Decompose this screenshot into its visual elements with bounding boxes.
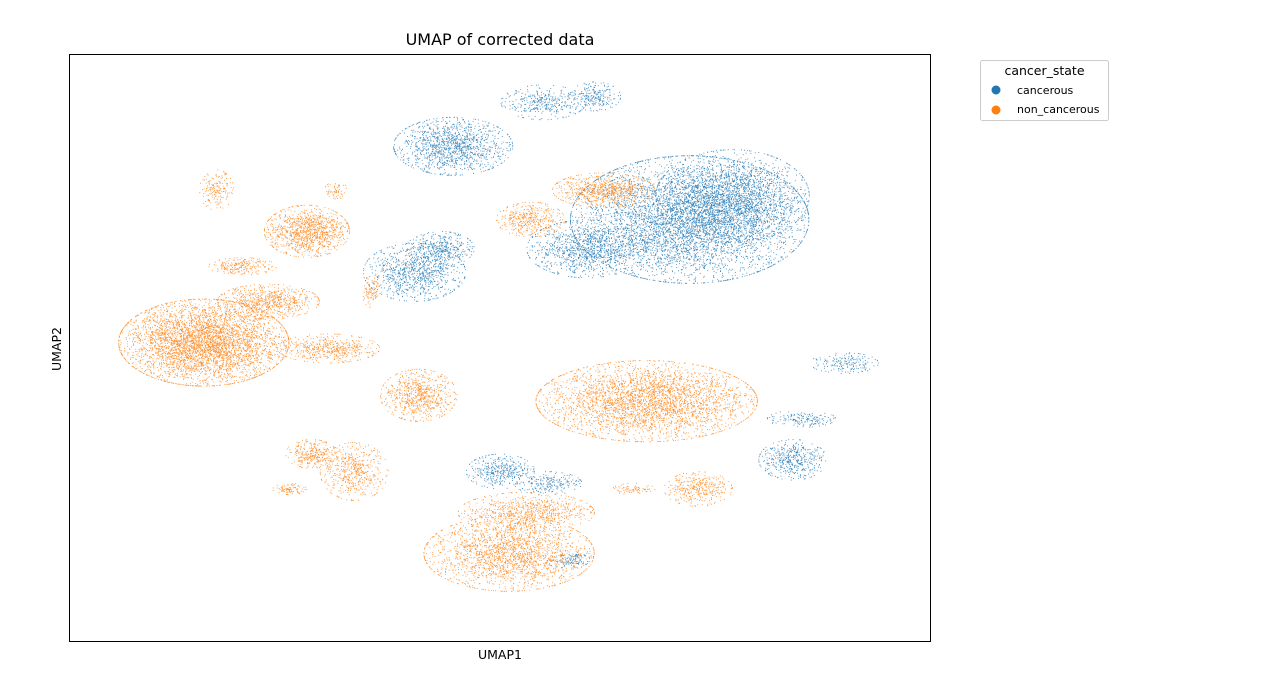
legend-label-non-cancerous: non_cancerous [1017,103,1100,116]
point-cluster-non_cancerous-4 [208,257,277,276]
point-cluster-cancerous-11 [466,453,535,489]
legend-title: cancer_state [1004,63,1084,78]
legend: cancer_state cancerous non_cancerous [980,60,1109,121]
point-cluster-non_cancerous-15 [664,471,733,507]
scatter-points [118,81,879,592]
point-cluster-cancerous-6 [500,84,587,121]
point-cluster-non_cancerous-2 [216,283,320,320]
point-cluster-cancerous-3 [363,242,466,302]
point-cluster-non_cancerous-16 [613,482,656,495]
point-cluster-non_cancerous-17 [325,183,347,200]
point-cluster-non_cancerous-14 [457,491,595,534]
point-cluster-cancerous-4 [406,231,475,267]
point-cluster-non_cancerous-6 [380,368,458,422]
y-axis-label: UMAP2 [49,327,64,371]
legend-marker-cancerous [991,85,1001,95]
legend-marker-non-cancerous [991,105,1001,115]
point-cluster-cancerous-12 [513,471,582,495]
point-cluster-cancerous-0 [570,155,810,284]
point-cluster-non_cancerous-18 [362,273,382,308]
point-cluster-non_cancerous-8 [552,172,655,209]
point-cluster-cancerous-1 [655,149,810,243]
legend-box [980,60,1109,121]
chart-title: UMAP of corrected data [406,30,595,49]
point-cluster-non_cancerous-11 [319,442,389,501]
point-cluster-non_cancerous-9 [496,201,565,237]
point-cluster-cancerous-8 [813,352,879,374]
legend-label-cancerous: cancerous [1017,84,1074,97]
point-cluster-non_cancerous-1 [263,204,350,258]
point-cluster-cancerous-9 [758,439,827,481]
series-non_cancerous [118,169,758,592]
point-cluster-non_cancerous-3 [277,333,380,364]
point-cluster-non_cancerous-13 [423,515,595,592]
x-axis-label: UMAP1 [478,647,522,662]
point-cluster-non_cancerous-5 [199,169,234,210]
point-cluster-non_cancerous-7 [535,360,758,443]
point-cluster-non_cancerous-10 [285,439,338,469]
plot-frame [69,54,931,642]
point-cluster-cancerous-7 [569,81,621,112]
point-cluster-non_cancerous-12 [272,483,308,496]
point-cluster-cancerous-10 [766,411,836,428]
series-cancerous [363,81,879,569]
point-cluster-non_cancerous-0 [118,298,290,387]
point-cluster-cancerous-5 [393,116,514,176]
